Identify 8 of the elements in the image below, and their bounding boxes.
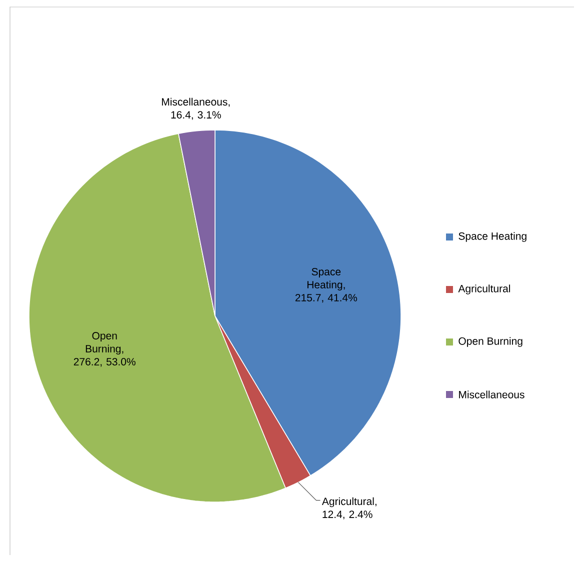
legend-label: Open Burning: [458, 337, 522, 347]
data-label: Space Heating, 215.7, 41.4%: [295, 268, 358, 303]
data-label: Agricultural, 12.4, 2.4%: [322, 497, 376, 520]
data-label: Miscellaneous, 16.4, 3.1%: [162, 98, 230, 120]
legend-label: Miscellaneous: [459, 390, 524, 398]
legend-label: Agricultural: [458, 284, 510, 294]
data-label: Open Burning, 276.2, 53.0%: [74, 332, 136, 367]
legend-label: Space Heating: [458, 232, 526, 242]
